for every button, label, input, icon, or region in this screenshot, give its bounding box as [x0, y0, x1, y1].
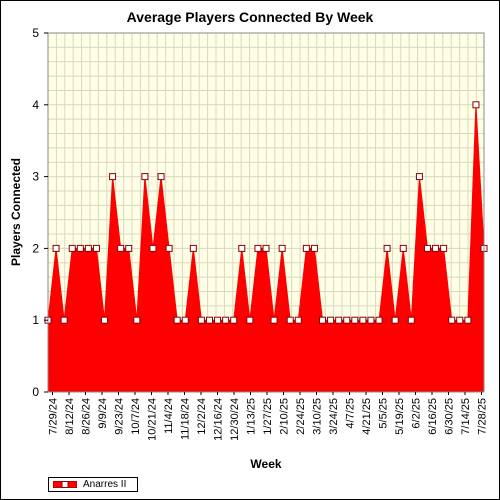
- data-point: [149, 244, 157, 252]
- data-point: [319, 316, 327, 324]
- data-point: [278, 244, 286, 252]
- data-point: [432, 244, 440, 252]
- data-point: [117, 244, 125, 252]
- data-point: [222, 316, 230, 324]
- x-tick-label: 9/9/24: [97, 398, 109, 429]
- data-point: [343, 316, 351, 324]
- x-tick-label: 2/10/25: [279, 398, 291, 435]
- data-point: [383, 244, 391, 252]
- data-point: [415, 173, 423, 181]
- data-point: [407, 316, 415, 324]
- data-point: [238, 244, 246, 252]
- legend-entry-label: Anarres II: [83, 479, 127, 490]
- plot-border: [47, 32, 485, 393]
- y-tick-label: 4: [32, 98, 39, 112]
- data-point: [181, 316, 189, 324]
- x-tick-label: 4/21/25: [361, 398, 373, 435]
- data-point: [310, 244, 318, 252]
- data-point: [165, 244, 173, 252]
- legend: Anarres II: [48, 477, 138, 492]
- x-tick-label: 7/28/25: [477, 398, 489, 435]
- x-tick-label: 12/30/24: [229, 398, 241, 441]
- data-point: [101, 316, 109, 324]
- data-point: [141, 173, 149, 181]
- data-point: [92, 244, 100, 252]
- x-tick-label: 8/12/24: [64, 398, 76, 435]
- x-tick-label: 3/24/25: [328, 398, 340, 435]
- data-point: [205, 316, 213, 324]
- x-tick-label: 3/10/25: [312, 398, 324, 435]
- data-point: [133, 316, 141, 324]
- data-point: [254, 244, 262, 252]
- x-tick-label: 11/4/24: [163, 398, 175, 434]
- data-point: [375, 316, 383, 324]
- data-point: [52, 244, 60, 252]
- x-tick-label: 12/2/24: [196, 398, 208, 435]
- x-tick-label: 10/21/24: [147, 398, 159, 441]
- data-point: [84, 244, 92, 252]
- y-tick-label: 2: [32, 241, 39, 255]
- data-point: [157, 173, 165, 181]
- x-tick-label: 2/24/25: [295, 398, 307, 435]
- data-point: [335, 316, 343, 324]
- data-point: [440, 244, 448, 252]
- x-tick-label: 6/16/25: [427, 398, 439, 435]
- x-tick-label: 6/30/25: [444, 398, 456, 435]
- data-point: [391, 316, 399, 324]
- y-tick-label: 0: [32, 385, 39, 399]
- data-point: [359, 316, 367, 324]
- data-point: [270, 316, 278, 324]
- y-tick-label: 5: [32, 26, 39, 40]
- data-point: [109, 173, 117, 181]
- x-tick-label: 12/16/24: [213, 398, 225, 441]
- x-tick-label: 1/13/25: [246, 398, 258, 435]
- x-tick-label: 1/27/25: [262, 398, 274, 435]
- data-point: [286, 316, 294, 324]
- data-point: [456, 316, 464, 324]
- data-point: [423, 244, 431, 252]
- data-point: [351, 316, 359, 324]
- x-tick-label: 6/2/25: [411, 398, 423, 429]
- x-tick-label: 11/18/24: [180, 398, 192, 440]
- data-point: [214, 316, 222, 324]
- data-point: [173, 316, 181, 324]
- data-point: [327, 316, 335, 324]
- x-tick-label: 7/29/24: [48, 398, 60, 435]
- x-tick-label: 5/5/25: [378, 398, 390, 429]
- data-point: [76, 244, 84, 252]
- data-point: [472, 101, 480, 109]
- data-point: [367, 316, 375, 324]
- data-point: [448, 316, 456, 324]
- data-point: [230, 316, 238, 324]
- data-point: [246, 316, 254, 324]
- x-axis-label: Week: [250, 457, 282, 471]
- chart-title: Average Players Connected By Week: [126, 9, 374, 25]
- data-point: [68, 244, 76, 252]
- y-tick-label: 1: [32, 313, 39, 327]
- data-point: [302, 244, 310, 252]
- data-point: [60, 316, 68, 324]
- y-tick-label: 3: [32, 170, 39, 184]
- data-point: [189, 244, 197, 252]
- x-tick-label: 5/19/25: [394, 398, 406, 435]
- data-point: [399, 244, 407, 252]
- legend-swatch: [53, 481, 77, 488]
- data-point: [125, 244, 133, 252]
- x-tick-label: 9/23/24: [114, 398, 126, 435]
- data-point: [294, 316, 302, 324]
- data-point: [262, 244, 270, 252]
- data-point: [464, 316, 472, 324]
- x-tick-label: 7/14/25: [460, 398, 472, 435]
- x-tick-label: 10/7/24: [130, 398, 142, 435]
- x-tick-label: 4/7/25: [345, 398, 357, 429]
- data-point: [197, 316, 205, 324]
- x-tick-label: 8/26/24: [81, 398, 93, 435]
